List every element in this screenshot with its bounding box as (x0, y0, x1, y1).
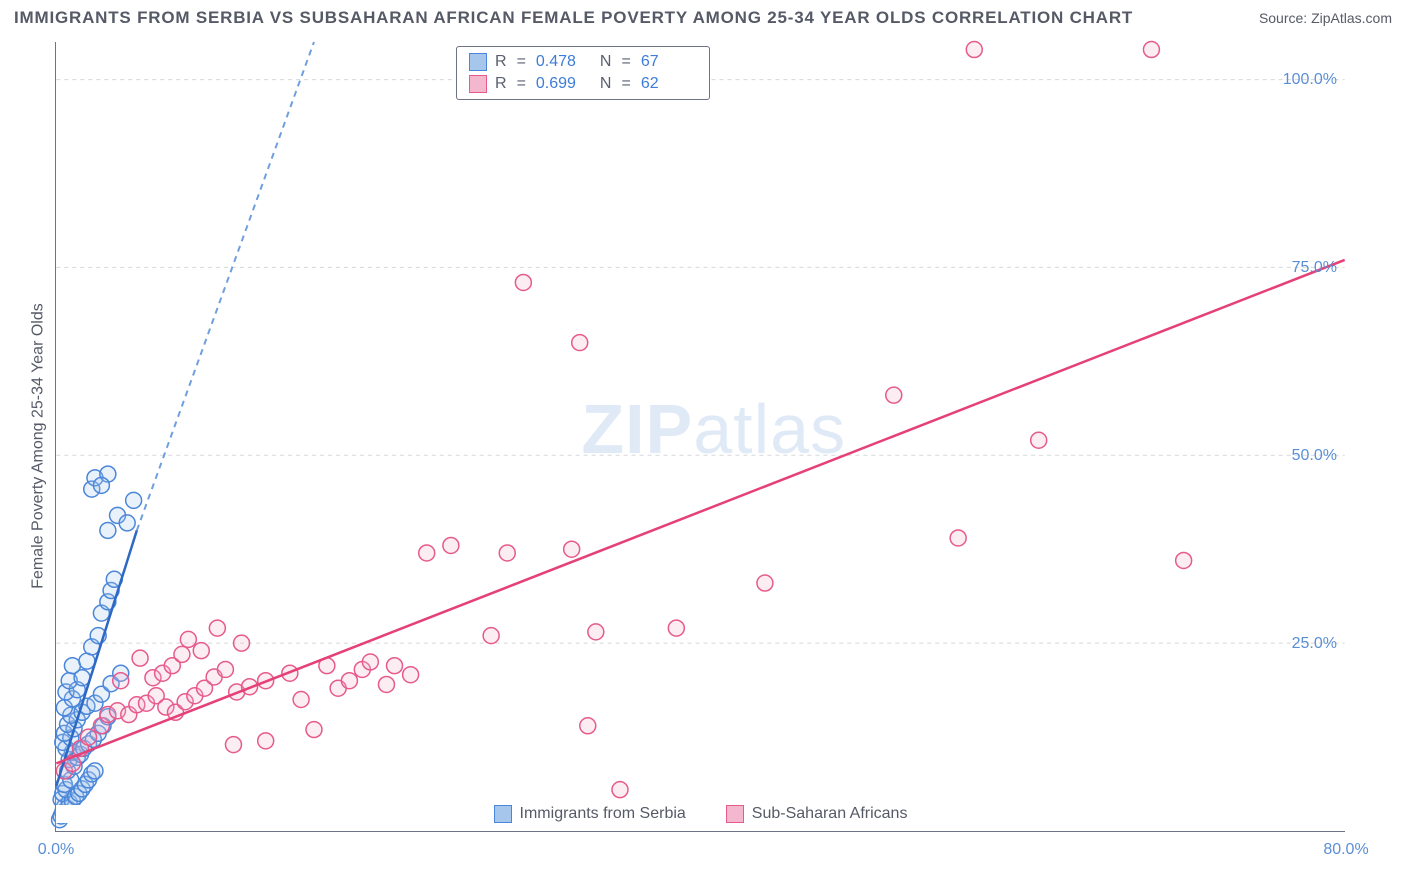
source-attribution: Source: ZipAtlas.com (1259, 10, 1392, 26)
series-legend: Immigrants from Serbia Sub-Saharan Afric… (56, 805, 1345, 823)
swatch-serbia (469, 53, 487, 71)
y-tick-label: 75.0% (1292, 259, 1337, 277)
chart-title: IMMIGRANTS FROM SERBIA VS SUBSAHARAN AFR… (14, 8, 1133, 28)
x-tick-label: 80.0% (1323, 841, 1368, 859)
legend-label: Immigrants from Serbia (520, 805, 686, 823)
plot-area: ZIPatlas R=0.478 N=67 R=0.699 N=62 Immig… (55, 42, 1345, 832)
y-axis-label: Female Poverty Among 25-34 Year Olds (30, 303, 48, 589)
legend-row-subsaharan: R=0.699 N=62 (469, 73, 697, 95)
legend-item-subsaharan: Sub-Saharan Africans (726, 805, 908, 823)
y-tick-label: 50.0% (1292, 447, 1337, 465)
legend-item-serbia: Immigrants from Serbia (494, 805, 686, 823)
swatch-serbia-icon (494, 805, 512, 823)
legend-label: Sub-Saharan Africans (752, 805, 908, 823)
scatter-svg (56, 42, 1345, 831)
swatch-subsaharan (469, 75, 487, 93)
correlation-legend: R=0.478 N=67 R=0.699 N=62 (456, 46, 710, 100)
swatch-subsaharan-icon (726, 805, 744, 823)
x-tick-label: 0.0% (38, 841, 74, 859)
y-tick-label: 100.0% (1283, 71, 1337, 89)
y-tick-label: 25.0% (1292, 635, 1337, 653)
legend-row-serbia: R=0.478 N=67 (469, 51, 697, 73)
